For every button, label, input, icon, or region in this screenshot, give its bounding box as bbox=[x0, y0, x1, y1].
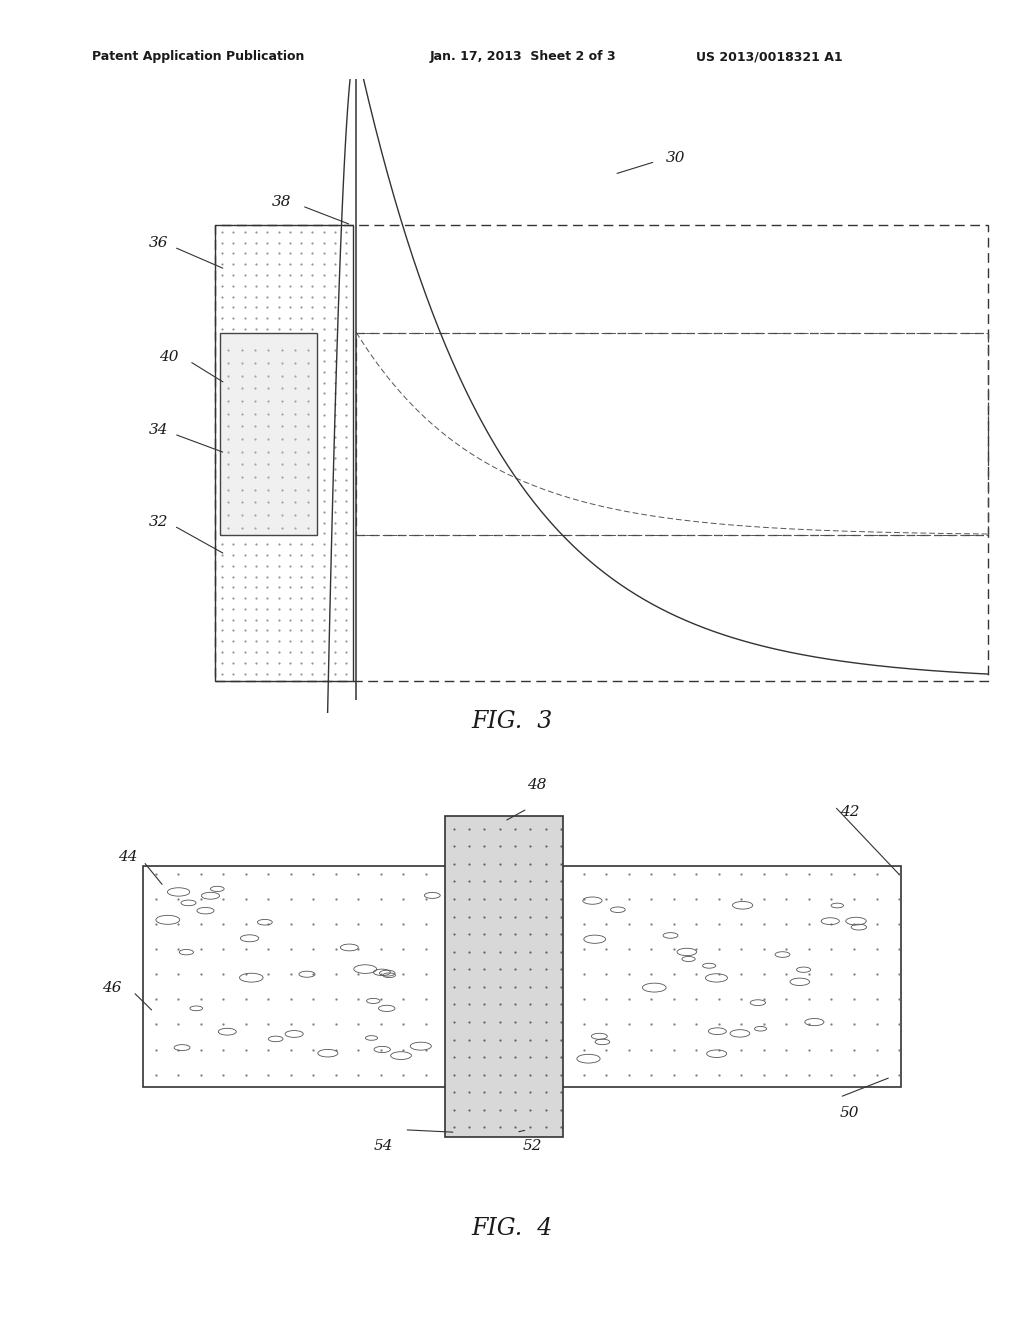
Text: 36: 36 bbox=[148, 236, 168, 249]
Text: Patent Application Publication: Patent Application Publication bbox=[92, 50, 304, 63]
Text: 34: 34 bbox=[148, 422, 168, 437]
Text: 38: 38 bbox=[271, 195, 291, 209]
Bar bbox=[215, 224, 353, 681]
Bar bbox=[356, 333, 988, 536]
Text: 44: 44 bbox=[118, 850, 137, 865]
Text: 46: 46 bbox=[102, 981, 122, 995]
Text: 50: 50 bbox=[840, 1106, 859, 1121]
Text: FIG.  3: FIG. 3 bbox=[471, 710, 553, 733]
Text: 32: 32 bbox=[148, 515, 168, 529]
Text: 42: 42 bbox=[840, 805, 859, 820]
Text: Jan. 17, 2013  Sheet 2 of 3: Jan. 17, 2013 Sheet 2 of 3 bbox=[430, 50, 616, 63]
Text: FIG.  4: FIG. 4 bbox=[471, 1217, 553, 1239]
Text: 30: 30 bbox=[666, 150, 685, 165]
Bar bbox=[215, 224, 988, 681]
Text: 48: 48 bbox=[527, 777, 547, 792]
Bar bbox=[143, 866, 901, 1088]
Text: US 2013/0018321 A1: US 2013/0018321 A1 bbox=[696, 50, 843, 63]
Bar bbox=[445, 816, 563, 1138]
Text: 40: 40 bbox=[159, 350, 178, 364]
Text: 52: 52 bbox=[522, 1139, 542, 1152]
Bar bbox=[220, 333, 317, 536]
Text: 54: 54 bbox=[374, 1139, 393, 1152]
